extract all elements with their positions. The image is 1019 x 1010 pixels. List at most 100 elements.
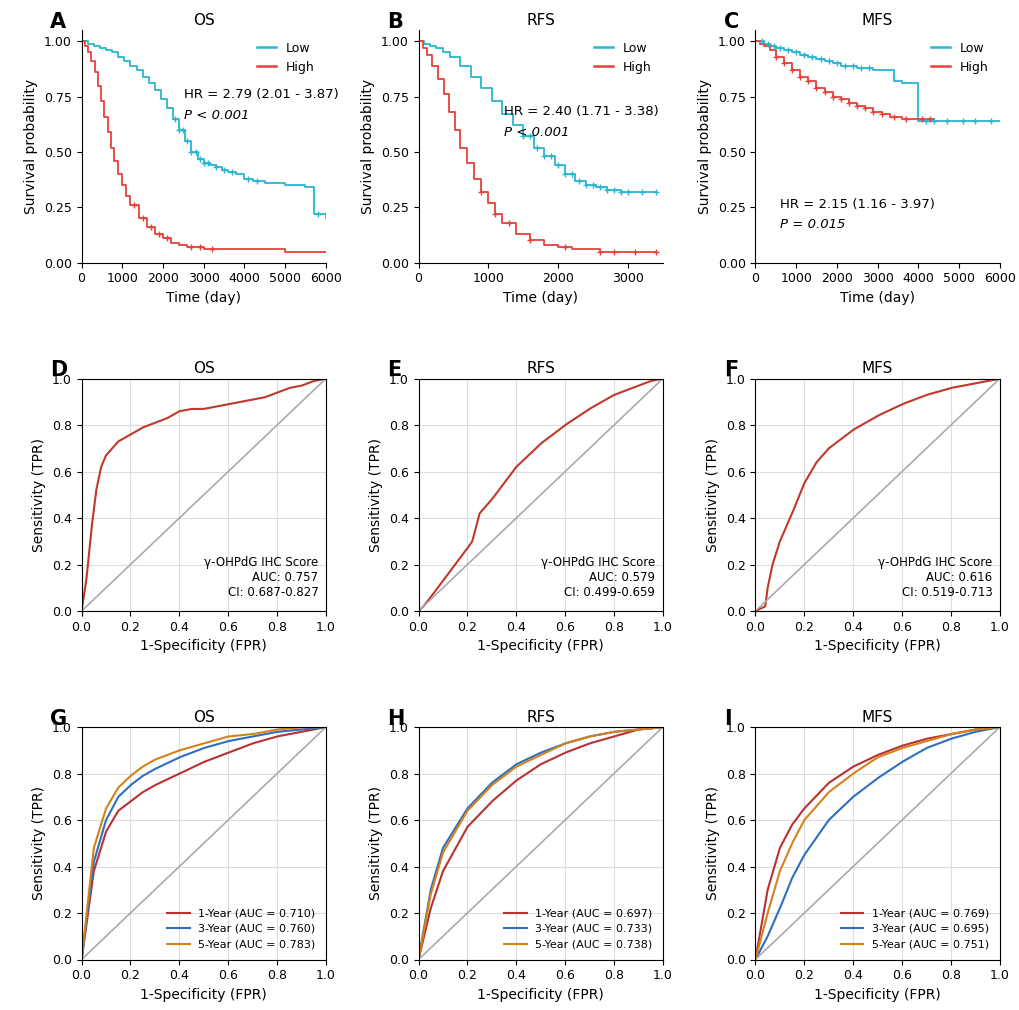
Text: A: A (50, 12, 66, 31)
5-Year (AUC = 0.783) (105, 794, 117, 806)
5-Year (AUC = 0.751) (924, 733, 936, 745)
Legend: Low, High: Low, High (925, 36, 993, 79)
5-Year (AUC = 0.738) (589, 729, 601, 741)
Line: 3-Year (AUC = 0.695): 3-Year (AUC = 0.695) (755, 727, 999, 959)
5-Year (AUC = 0.783) (253, 727, 265, 739)
1-Year (AUC = 0.697) (491, 790, 503, 802)
Line: 1-Year (AUC = 0.769): 1-Year (AUC = 0.769) (755, 727, 999, 959)
Text: D: D (50, 361, 67, 380)
1-Year (AUC = 0.697) (656, 721, 668, 733)
5-Year (AUC = 0.783) (75, 953, 88, 966)
3-Year (AUC = 0.760) (105, 805, 117, 817)
3-Year (AUC = 0.695) (993, 721, 1005, 733)
5-Year (AUC = 0.751) (926, 733, 938, 745)
1-Year (AUC = 0.769) (749, 953, 761, 966)
Text: HR = 2.79 (2.01 - 3.87): HR = 2.79 (2.01 - 3.87) (184, 89, 338, 101)
1-Year (AUC = 0.697) (566, 744, 578, 756)
1-Year (AUC = 0.697) (589, 735, 601, 747)
Text: G: G (50, 709, 67, 728)
1-Year (AUC = 0.710) (252, 736, 264, 748)
3-Year (AUC = 0.695) (845, 792, 857, 804)
3-Year (AUC = 0.733) (656, 721, 668, 733)
Text: P = 0.015: P = 0.015 (780, 218, 845, 231)
X-axis label: 1-Specificity (FPR): 1-Specificity (FPR) (141, 639, 267, 653)
Text: C: C (723, 12, 738, 31)
X-axis label: 1-Specificity (FPR): 1-Specificity (FPR) (141, 988, 267, 1002)
1-Year (AUC = 0.710) (75, 953, 88, 966)
1-Year (AUC = 0.710) (319, 721, 331, 733)
5-Year (AUC = 0.751) (777, 853, 790, 866)
1-Year (AUC = 0.697) (508, 776, 521, 788)
5-Year (AUC = 0.751) (845, 769, 857, 781)
3-Year (AUC = 0.695) (926, 739, 938, 751)
Title: OS: OS (193, 13, 214, 27)
Text: HR = 2.15 (1.16 - 3.97): HR = 2.15 (1.16 - 3.97) (780, 198, 933, 210)
3-Year (AUC = 0.733) (508, 760, 521, 772)
Legend: Low, High: Low, High (588, 36, 656, 79)
3-Year (AUC = 0.733) (566, 735, 578, 747)
1-Year (AUC = 0.697) (412, 953, 424, 966)
Title: RFS: RFS (526, 710, 554, 724)
Line: 5-Year (AUC = 0.783): 5-Year (AUC = 0.783) (82, 727, 325, 959)
Y-axis label: Sensitivity (TPR): Sensitivity (TPR) (705, 787, 719, 900)
3-Year (AUC = 0.695) (924, 740, 936, 752)
1-Year (AUC = 0.710) (155, 777, 167, 789)
5-Year (AUC = 0.738) (441, 838, 453, 850)
1-Year (AUC = 0.769) (926, 731, 938, 743)
Legend: 1-Year (AUC = 0.769), 3-Year (AUC = 0.695), 5-Year (AUC = 0.751): 1-Year (AUC = 0.769), 3-Year (AUC = 0.69… (836, 904, 994, 953)
1-Year (AUC = 0.710) (229, 744, 242, 756)
1-Year (AUC = 0.710) (172, 768, 184, 780)
Text: P < 0.001: P < 0.001 (503, 125, 569, 138)
Title: MFS: MFS (861, 13, 893, 27)
1-Year (AUC = 0.697) (441, 856, 453, 869)
Y-axis label: Sensitivity (TPR): Sensitivity (TPR) (369, 787, 383, 900)
5-Year (AUC = 0.751) (993, 721, 1005, 733)
3-Year (AUC = 0.733) (441, 834, 453, 846)
X-axis label: 1-Specificity (FPR): 1-Specificity (FPR) (477, 639, 603, 653)
1-Year (AUC = 0.710) (105, 817, 117, 829)
3-Year (AUC = 0.695) (828, 808, 841, 820)
3-Year (AUC = 0.695) (749, 953, 761, 966)
Title: RFS: RFS (526, 13, 554, 27)
5-Year (AUC = 0.783) (229, 730, 242, 742)
X-axis label: Time (day): Time (day) (502, 291, 578, 305)
Text: P < 0.001: P < 0.001 (184, 109, 250, 122)
X-axis label: Time (day): Time (day) (840, 291, 914, 305)
3-Year (AUC = 0.760) (319, 721, 331, 733)
3-Year (AUC = 0.760) (253, 729, 265, 741)
Title: OS: OS (193, 710, 214, 724)
5-Year (AUC = 0.783) (319, 721, 331, 733)
3-Year (AUC = 0.695) (777, 890, 790, 902)
Title: RFS: RFS (526, 362, 554, 376)
Text: I: I (723, 709, 731, 728)
5-Year (AUC = 0.738) (588, 729, 600, 741)
5-Year (AUC = 0.738) (412, 953, 424, 966)
5-Year (AUC = 0.751) (902, 740, 914, 752)
Line: 5-Year (AUC = 0.751): 5-Year (AUC = 0.751) (755, 727, 999, 959)
X-axis label: 1-Specificity (FPR): 1-Specificity (FPR) (477, 988, 603, 1002)
5-Year (AUC = 0.783) (155, 751, 167, 764)
3-Year (AUC = 0.760) (172, 751, 184, 764)
1-Year (AUC = 0.697) (588, 736, 600, 748)
Title: MFS: MFS (861, 362, 893, 376)
Legend: 1-Year (AUC = 0.697), 3-Year (AUC = 0.733), 5-Year (AUC = 0.738): 1-Year (AUC = 0.697), 3-Year (AUC = 0.73… (499, 904, 656, 953)
5-Year (AUC = 0.738) (566, 735, 578, 747)
Y-axis label: Sensitivity (TPR): Sensitivity (TPR) (33, 787, 46, 900)
Y-axis label: Survival probability: Survival probability (24, 79, 39, 214)
Text: E: E (386, 361, 400, 380)
Y-axis label: Sensitivity (TPR): Sensitivity (TPR) (33, 438, 46, 551)
X-axis label: 1-Specificity (FPR): 1-Specificity (FPR) (813, 639, 940, 653)
3-Year (AUC = 0.760) (155, 760, 167, 772)
Line: 3-Year (AUC = 0.760): 3-Year (AUC = 0.760) (82, 727, 325, 959)
3-Year (AUC = 0.760) (75, 953, 88, 966)
5-Year (AUC = 0.738) (508, 762, 521, 774)
3-Year (AUC = 0.733) (589, 729, 601, 741)
5-Year (AUC = 0.751) (749, 953, 761, 966)
Text: γ-OHPdG IHC Score
AUC: 0.616
CI: 0.519-0.713: γ-OHPdG IHC Score AUC: 0.616 CI: 0.519-0… (877, 557, 991, 599)
Line: 3-Year (AUC = 0.733): 3-Year (AUC = 0.733) (418, 727, 662, 959)
3-Year (AUC = 0.695) (902, 751, 914, 764)
5-Year (AUC = 0.783) (172, 744, 184, 756)
1-Year (AUC = 0.769) (902, 737, 914, 749)
5-Year (AUC = 0.783) (296, 721, 308, 733)
3-Year (AUC = 0.733) (412, 953, 424, 966)
